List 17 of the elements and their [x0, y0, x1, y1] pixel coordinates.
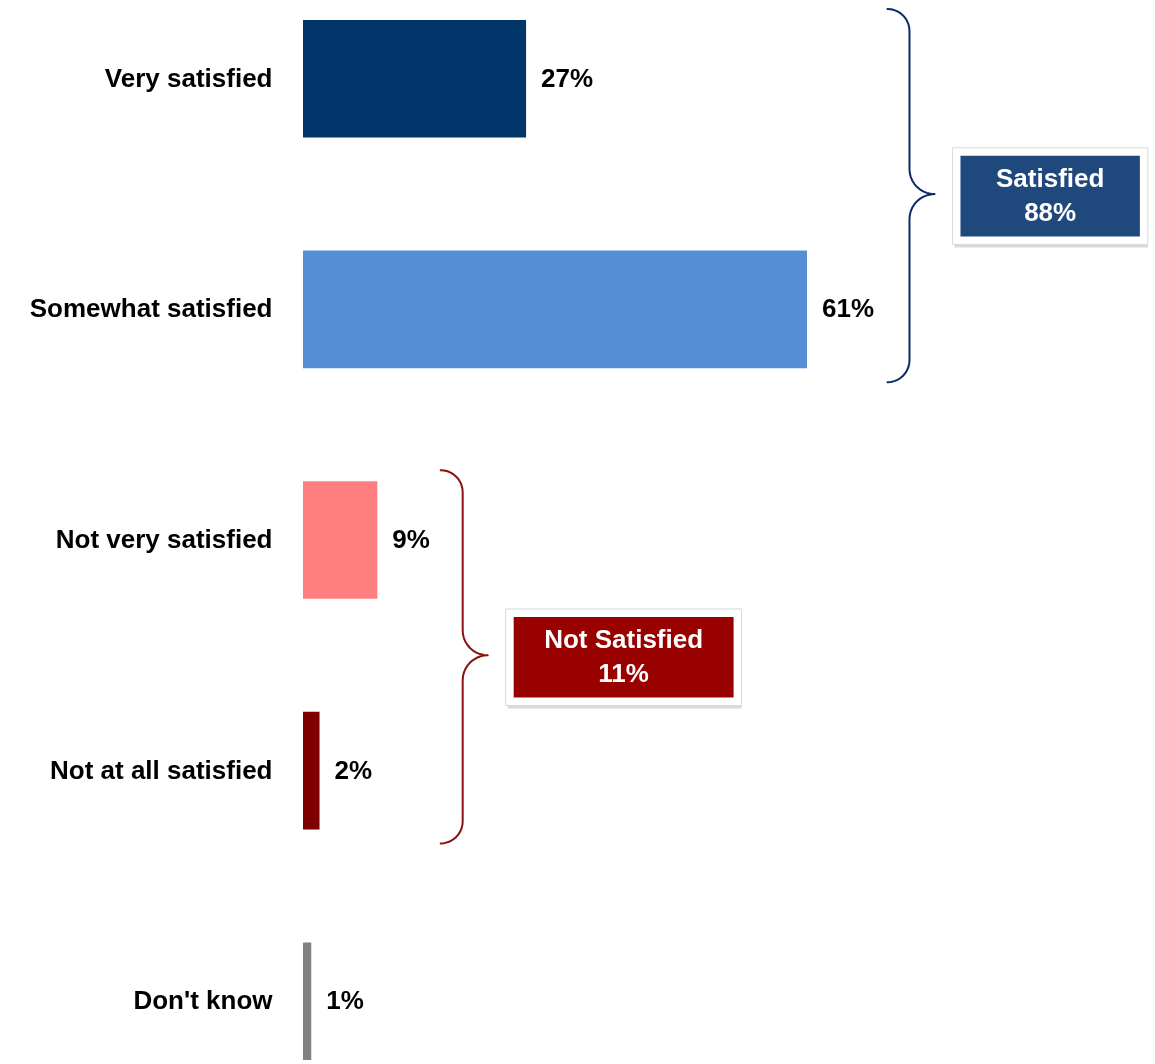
- data-label: 1%: [326, 985, 364, 1016]
- bar: [303, 481, 378, 599]
- data-label: 2%: [334, 754, 373, 785]
- y-tick-label: Not very satisfied: [55, 524, 273, 554]
- data-label: 9%: [392, 524, 430, 554]
- text: Satisfied 88%: [995, 163, 1105, 228]
- y-tick-label: Somewhat satisfied: [29, 293, 273, 324]
- bar: [303, 250, 807, 369]
- y-tick-label: Very satisfied: [104, 62, 273, 93]
- bar: [303, 20, 527, 138]
- y-tick-label: Don't know: [133, 985, 274, 1016]
- bar: [303, 711, 320, 830]
- annotation: Not Satisfied 11%: [544, 624, 704, 689]
- bar: [303, 942, 312, 1060]
- data-label: 27%: [541, 62, 594, 93]
- data-label: 61%: [822, 293, 875, 324]
- y-tick-label: Not at all satisfied: [50, 754, 273, 785]
